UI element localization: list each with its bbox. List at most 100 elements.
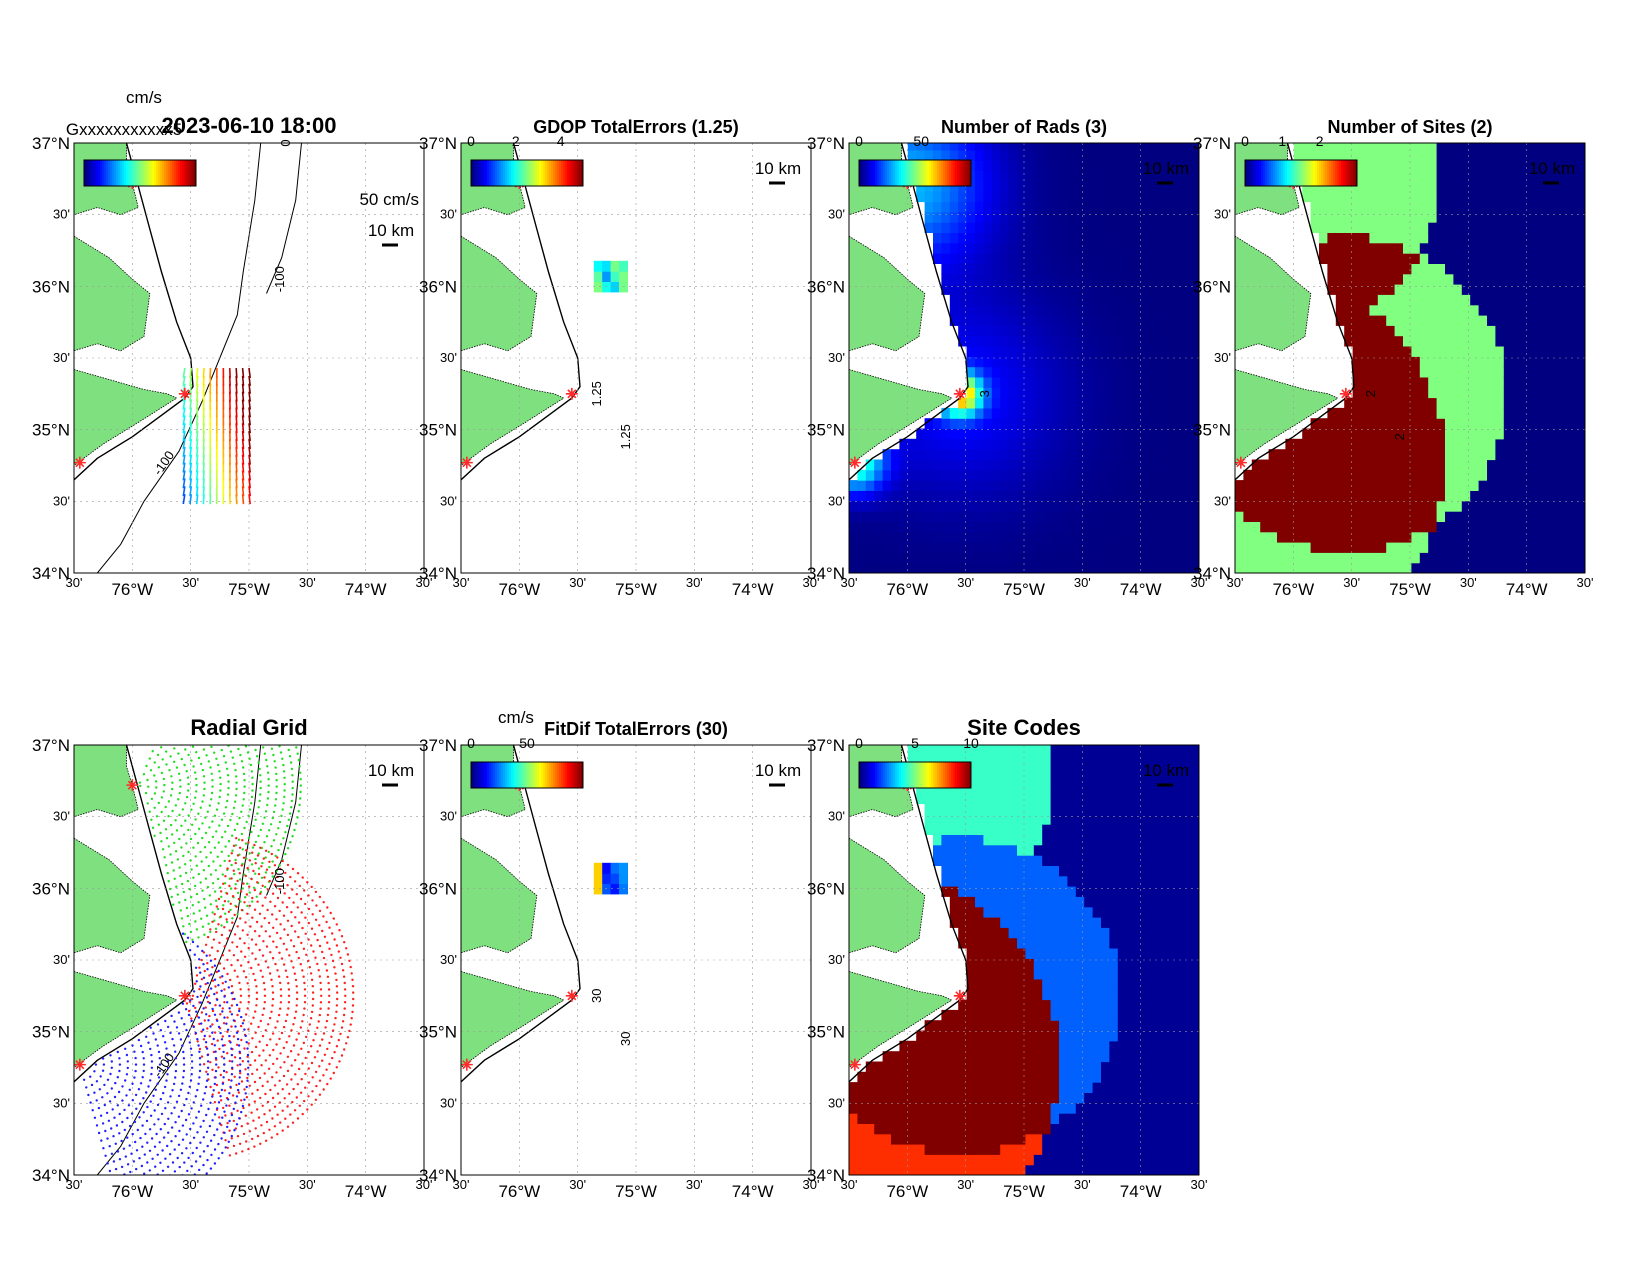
- heat-cell: [1050, 242, 1060, 254]
- heat-cell: [1251, 459, 1261, 471]
- heat-cell: [1159, 325, 1169, 337]
- heat-cell: [1134, 294, 1144, 306]
- heat-cell: [1126, 180, 1136, 192]
- heat-cell: [1327, 201, 1337, 213]
- radial-grid-point: [337, 1038, 340, 1042]
- colorbar-step: [108, 160, 111, 186]
- radial-grid-point: [202, 708, 204, 710]
- radial-grid-point: [292, 966, 295, 969]
- heat-cell: [1151, 284, 1161, 295]
- heat-cell: [1428, 273, 1438, 285]
- heat-cell: [1185, 511, 1194, 522]
- heat-cell: [1327, 149, 1337, 161]
- heat-cell: [1327, 284, 1337, 295]
- radial-grid-point: [306, 881, 309, 884]
- plot-content: [74, 635, 424, 1175]
- heat-cell: [1503, 397, 1513, 409]
- heat-cell: [1319, 232, 1328, 244]
- heat-cell: [1117, 304, 1127, 316]
- colorbar-step: [893, 160, 896, 186]
- radial-grid-point: [299, 790, 302, 794]
- heat-cell: [882, 552, 892, 564]
- heat-cell: [1537, 428, 1547, 440]
- current-vector: [182, 454, 186, 465]
- heat-cell: [1159, 449, 1169, 461]
- radial-grid-point: [304, 1086, 307, 1089]
- heat-cell: [1143, 542, 1152, 553]
- heat-cell: [1126, 294, 1136, 306]
- radial-grid-point: [234, 800, 237, 803]
- heat-cell: [1386, 356, 1396, 368]
- heat-cell: [1579, 253, 1585, 264]
- radial-grid-point: [286, 847, 290, 850]
- heat-cell: [1075, 438, 1085, 450]
- heat-cell: [1092, 201, 1102, 213]
- radial-grid-point: [271, 1004, 274, 1007]
- heat-cell: [1126, 211, 1136, 223]
- heat-cell: [1369, 180, 1379, 192]
- radial-grid-point: [281, 1088, 284, 1091]
- heat-cell: [1436, 407, 1446, 419]
- heat-cell: [1092, 211, 1102, 223]
- radial-grid-point: [228, 877, 231, 880]
- heat-cell: [991, 407, 1001, 419]
- heat-cell: [1579, 211, 1585, 223]
- radial-grid-point: [290, 960, 293, 963]
- radial-grid-point: [219, 976, 222, 979]
- heat-cell: [1025, 356, 1035, 368]
- heat-cell: [1327, 438, 1337, 450]
- radial-grid-point: [197, 901, 200, 904]
- heat-cell: [1562, 407, 1572, 419]
- heat-cell: [1419, 542, 1429, 553]
- heat-cell: [983, 284, 993, 295]
- heat-cell: [1008, 356, 1018, 368]
- heat-cell: [958, 469, 968, 481]
- radial-grid-point: [199, 881, 202, 884]
- heat-cell: [907, 490, 917, 502]
- radial-grid-point: [184, 898, 187, 902]
- land: [1235, 235, 1312, 352]
- heat-cell: [1319, 211, 1328, 223]
- radial-grid-point: [318, 1093, 322, 1096]
- heat-cell: [983, 191, 993, 203]
- radial-grid-point: [90, 1083, 94, 1087]
- heat-cell: [1000, 294, 1010, 306]
- radial-grid-point: [300, 911, 303, 914]
- heat-cell: [1495, 253, 1505, 264]
- heat-cell: [1176, 253, 1186, 264]
- heat-cell: [1319, 242, 1328, 254]
- radial-grid-point: [249, 689, 251, 691]
- current-vector: [248, 478, 251, 489]
- colorbar-step: [879, 160, 882, 186]
- heat-cell: [1361, 211, 1370, 223]
- heat-cell: [602, 260, 612, 272]
- radial-grid-point: [280, 957, 284, 960]
- radial-grid-point: [271, 1117, 274, 1120]
- heat-cell: [1545, 232, 1555, 244]
- radial-grid-point: [172, 698, 174, 700]
- heat-cell: [1319, 480, 1328, 491]
- heat-cell: [1092, 273, 1102, 285]
- heat-cell: [891, 459, 900, 471]
- radial-grid-point: [260, 876, 264, 879]
- radial-grid-point: [197, 756, 201, 760]
- radial-grid-point: [335, 1004, 339, 1007]
- heat-cell: [1327, 490, 1337, 502]
- heat-cell: [874, 459, 884, 471]
- heat-cell: [899, 449, 909, 461]
- heat-cell: [1285, 562, 1295, 573]
- radial-grid-point: [242, 970, 246, 973]
- radial-grid-point: [211, 979, 215, 982]
- heat-cell: [1537, 325, 1547, 337]
- heat-cell: [1033, 469, 1043, 481]
- heat-cell: [1033, 531, 1043, 543]
- heat-cell: [1411, 304, 1421, 316]
- radial-grid-point: [204, 635, 206, 637]
- radial-grid-point: [290, 799, 294, 803]
- heat-cell: [1176, 531, 1186, 543]
- heat-cell: [1033, 263, 1043, 275]
- heat-cell: [1017, 325, 1026, 337]
- heat-cell: [1411, 180, 1421, 192]
- y-tick-label: 37°N: [32, 134, 70, 153]
- radial-grid-point: [207, 663, 209, 665]
